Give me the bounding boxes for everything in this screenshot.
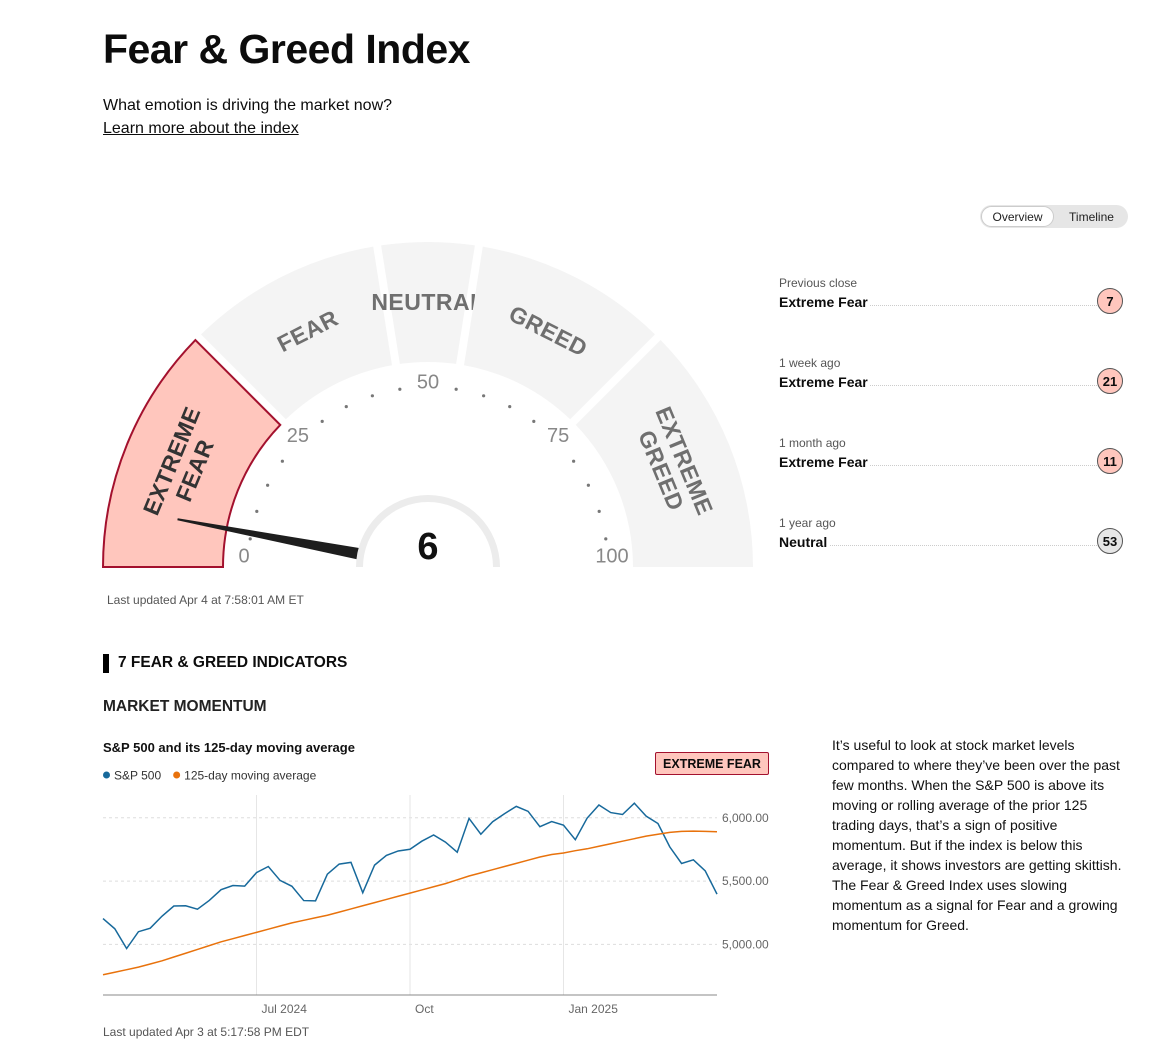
history-value: 53 [1097, 528, 1123, 554]
gauge-dot [508, 405, 512, 409]
x-tick-label: Jul 2024 [262, 1002, 308, 1016]
gauge-segment [201, 246, 392, 420]
gauge-dot [572, 459, 576, 463]
history-leader [779, 545, 1105, 546]
history-rating: Extreme Fear [779, 374, 870, 390]
gauge-dot [344, 405, 348, 409]
segment-label: NEUTRAL [371, 289, 484, 315]
legend-marker [103, 771, 110, 779]
rating-badge: EXTREME FEAR [655, 752, 769, 775]
gauge-tick-label: 75 [547, 425, 569, 447]
gauge-segment [464, 246, 655, 420]
y-tick-label: 6,000.00 [722, 811, 769, 825]
legend-label: S&P 500 [114, 769, 161, 783]
gauge-dot [597, 509, 601, 513]
gauge-dot [255, 509, 259, 513]
legend-marker [173, 771, 181, 779]
history-item: 1 month ago Extreme Fear 11 [779, 436, 1125, 496]
learn-more-link[interactable]: Learn more about the index [103, 120, 299, 137]
series-line [102, 802, 718, 950]
gauge-value: 6 [417, 526, 438, 568]
gauge-dot [266, 483, 270, 487]
y-tick-label: 5,000.00 [722, 937, 769, 951]
gauge-dot [586, 483, 590, 487]
history-item: Previous close Extreme Fear 7 [779, 276, 1125, 336]
gauge-dot [370, 394, 374, 398]
subtitle: What emotion is driving the market now? [103, 97, 393, 114]
gauge-dot [454, 387, 458, 391]
history-period: 1 month ago [779, 436, 846, 450]
y-tick-label: 5,500.00 [722, 874, 769, 888]
gauge-dot [482, 394, 486, 398]
view-toggle: Overview Timeline [980, 205, 1128, 228]
gauge-dot [398, 387, 402, 391]
x-tick-label: Oct [415, 1002, 434, 1016]
section-heading: 7 FEAR & GREED INDICATORS [118, 654, 348, 671]
gauge-needle [177, 518, 369, 562]
legend-label: 125-day moving average [184, 769, 316, 783]
history-rating: Neutral [779, 534, 830, 550]
gauge-dot [604, 537, 608, 541]
gauge-dot [248, 537, 252, 541]
gauge-segment [381, 241, 475, 364]
history-value: 11 [1097, 448, 1123, 474]
history-period: Previous close [779, 276, 858, 290]
series-line [102, 830, 718, 976]
history-rating: Extreme Fear [779, 454, 870, 470]
chart-updated: Last updated Apr 3 at 5:17:58 PM EDT [103, 1025, 310, 1039]
x-tick-label: Jan 2025 [569, 1002, 619, 1016]
gauge-updated: Last updated Apr 4 at 7:58:01 AM ET [107, 593, 304, 607]
gauge-tick-label: 0 [238, 545, 249, 567]
indicator-title: MARKET MOMENTUM [103, 698, 267, 715]
gauge-segment [101, 338, 282, 568]
history-item: 1 year ago Neutral 53 [779, 516, 1125, 576]
gauge-tick-label: 50 [417, 371, 439, 393]
history-leader [779, 465, 1105, 466]
section-bar [103, 654, 109, 673]
gauge-dot [320, 419, 324, 423]
gauge-segment [575, 340, 753, 567]
history-rating: Extreme Fear [779, 294, 870, 310]
view-tab[interactable]: Overview [981, 206, 1054, 227]
gauge-tick-label: 100 [595, 545, 628, 567]
history-period: 1 year ago [779, 516, 836, 530]
history-value: 21 [1097, 368, 1123, 394]
gauge-tick-label: 25 [287, 425, 309, 447]
history-period: 1 week ago [779, 356, 841, 370]
view-tab[interactable]: Timeline [1069, 209, 1114, 224]
chart-title: S&P 500 and its 125-day moving average [103, 740, 355, 755]
history-leader [779, 385, 1105, 386]
history-item: 1 week ago Extreme Fear 21 [779, 356, 1125, 416]
history-leader [779, 305, 1105, 306]
gauge-dot [532, 419, 536, 423]
segment-label-line: NEUTRAL [371, 289, 484, 315]
history-value: 7 [1097, 288, 1123, 314]
gauge-hub [363, 502, 493, 567]
page-title: Fear & Greed Index [103, 26, 470, 72]
gauge-dot [280, 459, 284, 463]
indicator-description: It’s useful to look at stock market leve… [832, 737, 1122, 933]
